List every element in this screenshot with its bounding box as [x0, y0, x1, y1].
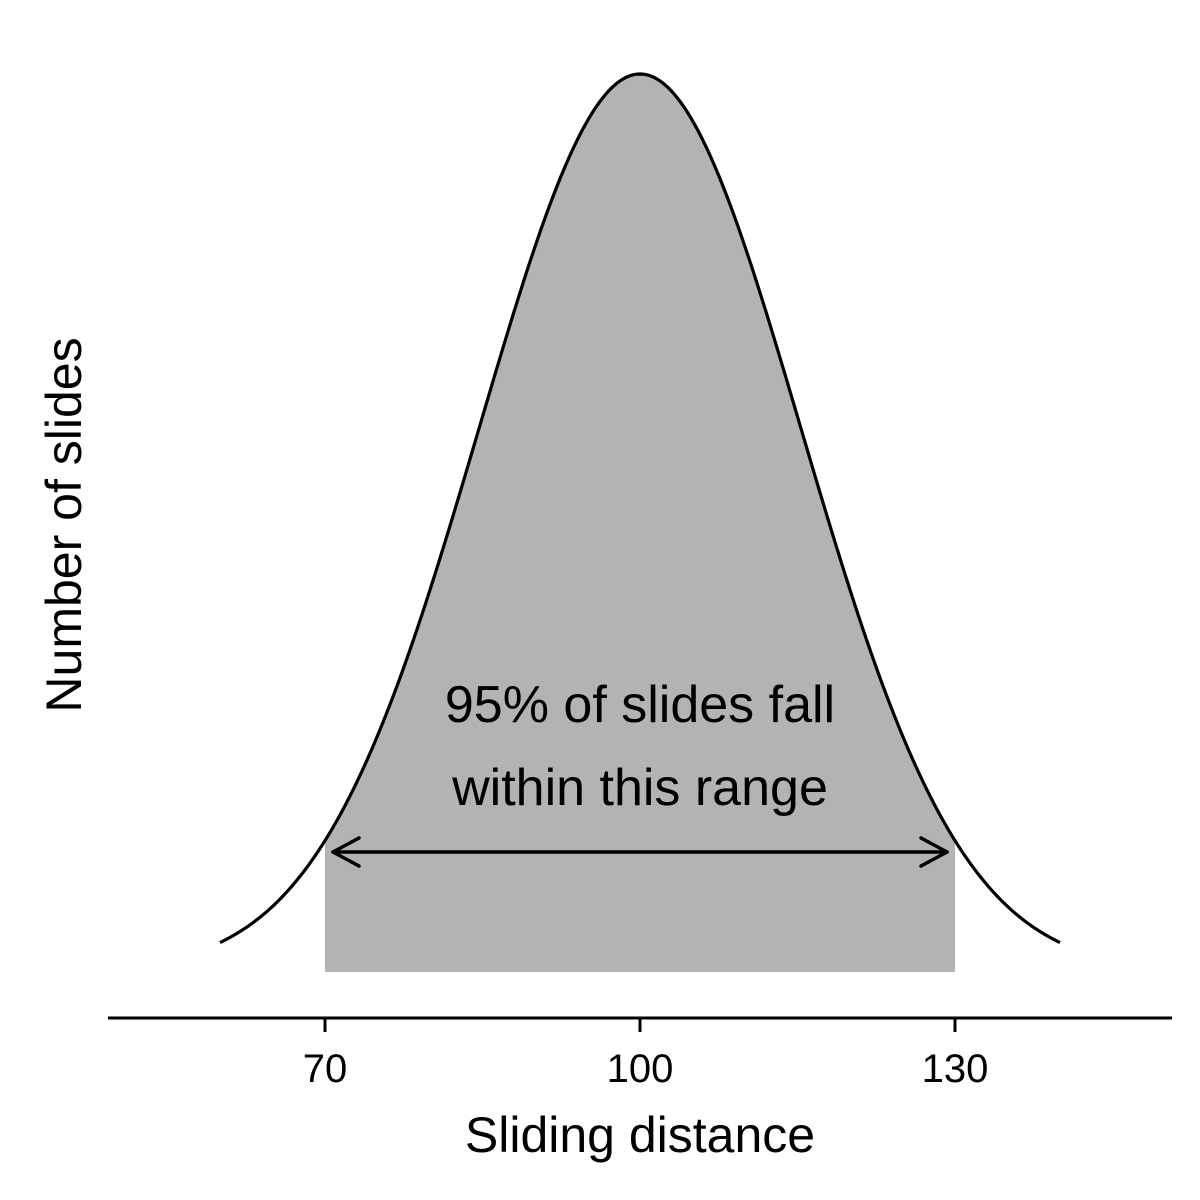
annotation-line-2: within this range	[451, 759, 828, 817]
density-curve	[219, 72, 1061, 944]
shaded-area	[325, 74, 955, 972]
range-arrow	[331, 836, 949, 868]
y-axis-title: Number of slides	[36, 337, 92, 712]
x-axis-title: Sliding distance	[465, 1107, 815, 1163]
x-tick-label: 130	[922, 1047, 989, 1091]
x-tick-label: 100	[607, 1047, 674, 1091]
x-tick-label: 70	[303, 1047, 348, 1091]
arrow-head-right	[919, 836, 949, 868]
arrow-head-left	[331, 836, 361, 868]
annotation-line-1: 95% of slides fall	[445, 676, 835, 734]
x-ticks: 70 100 130	[303, 1018, 989, 1091]
